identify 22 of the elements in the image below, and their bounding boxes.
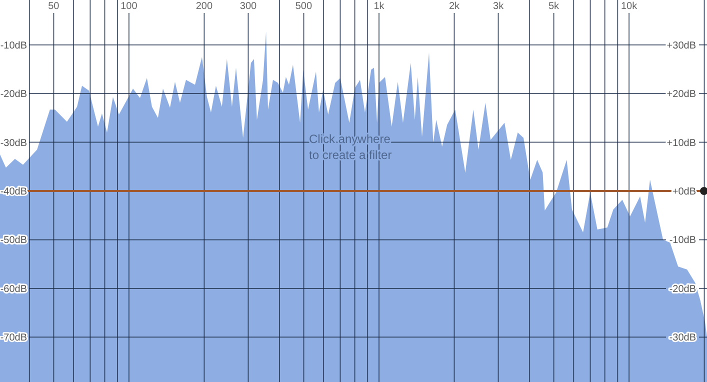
y2-tick-label: -20dB: [669, 284, 696, 295]
y-tick-label: -60dB: [0, 284, 28, 295]
x-tick-label: 300: [240, 1, 258, 12]
y2-tick-label: -30dB: [669, 332, 696, 344]
x-tick-label: 50: [48, 1, 60, 12]
x-tick-label: 200: [196, 1, 213, 12]
y2-tick-label: +20dB: [666, 89, 696, 100]
y2-tick-label: +10dB: [666, 138, 696, 149]
y-tick-label: -10dB: [0, 40, 28, 52]
y2-tick-label: +30dB: [666, 40, 696, 52]
x-tick-label: 5k: [548, 1, 560, 12]
x-tick-label: 100: [120, 1, 138, 12]
x-tick-label: 2k: [448, 1, 461, 12]
x-tick-label: 1k: [374, 1, 386, 12]
x-tick-label: 500: [295, 1, 313, 12]
y-tick-label: -30dB: [0, 138, 28, 149]
x-tick-label: 10k: [620, 1, 638, 12]
y2-tick-label: -10dB: [669, 235, 696, 246]
x-tick-label: 3k: [493, 1, 505, 12]
y-tick-label: -70dB: [0, 332, 28, 344]
y-tick-label: -20dB: [0, 89, 28, 100]
y-tick-label: -50dB: [0, 235, 28, 246]
